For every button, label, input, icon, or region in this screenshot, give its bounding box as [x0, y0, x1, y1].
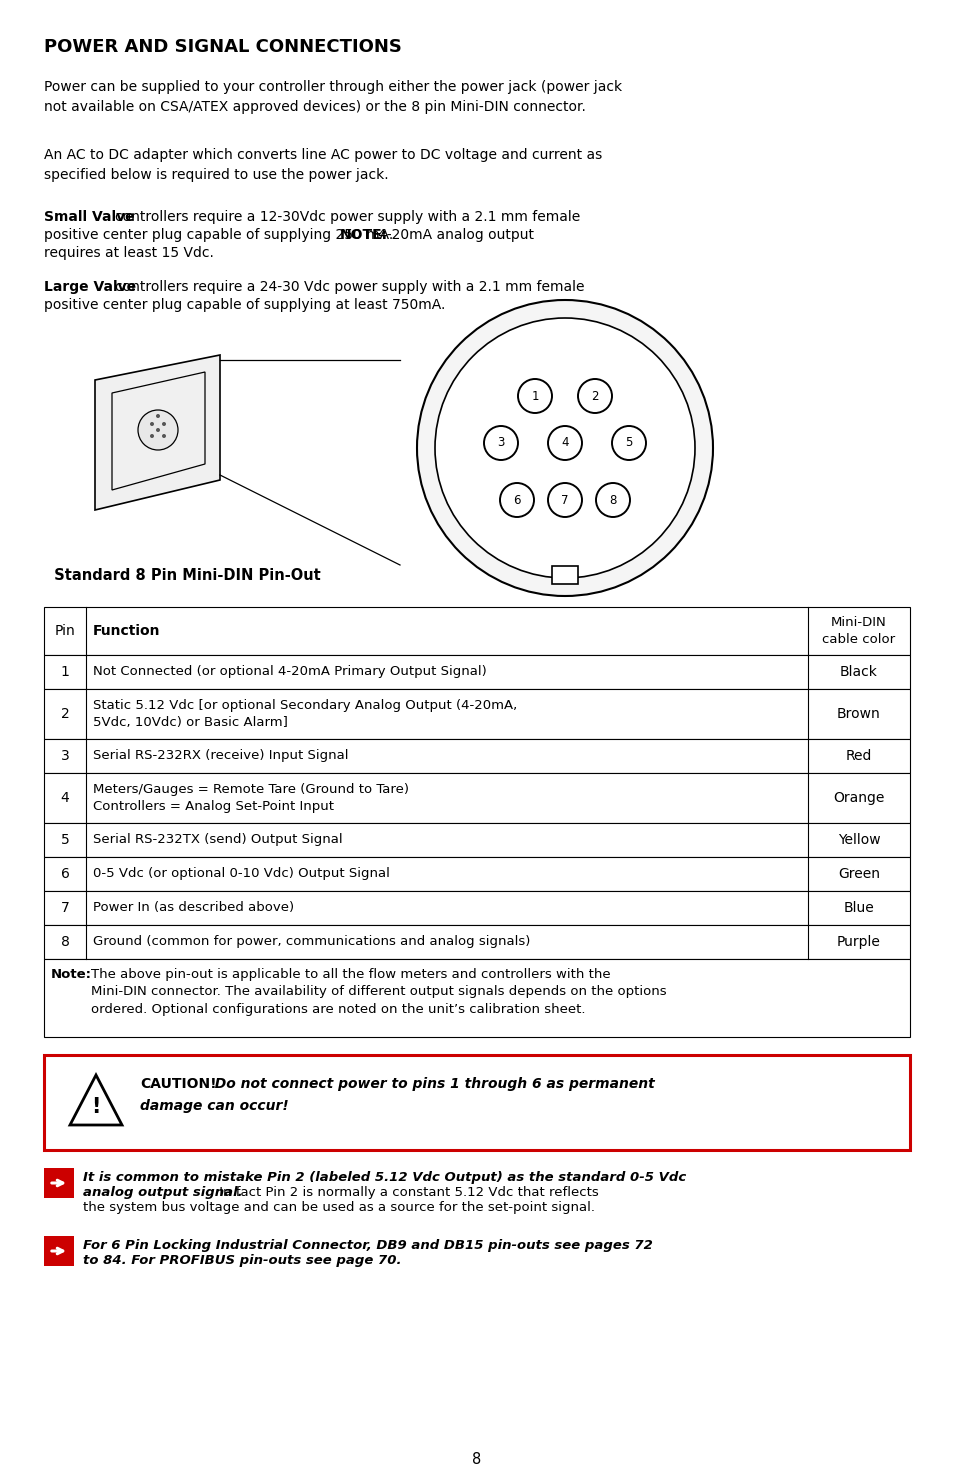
Text: Not Connected (or optional 4-20mA Primary Output Signal): Not Connected (or optional 4-20mA Primar…	[92, 665, 486, 678]
Text: Serial RS-232RX (receive) Input Signal: Serial RS-232RX (receive) Input Signal	[92, 749, 348, 763]
Text: CAUTION!: CAUTION!	[140, 1077, 216, 1092]
Text: to 84. For PROFIBUS pin-outs see page 70.: to 84. For PROFIBUS pin-outs see page 70…	[83, 1254, 401, 1267]
Text: Yellow: Yellow	[837, 833, 880, 847]
Bar	[44, 608, 909, 655]
Text: 8: 8	[609, 494, 616, 506]
Bar	[552, 566, 578, 584]
Text: Black: Black	[840, 665, 877, 678]
Text: the system bus voltage and can be used as a source for the set-point signal.: the system bus voltage and can be used a…	[83, 1201, 595, 1214]
Text: It is common to mistake Pin 2 (labeled 5.12 Vdc Output) as the standard 0-5 Vdc: It is common to mistake Pin 2 (labeled 5…	[83, 1171, 685, 1184]
Circle shape	[517, 379, 552, 413]
Text: 6: 6	[60, 867, 70, 881]
Bar	[44, 959, 909, 1037]
Text: Purple: Purple	[836, 935, 880, 948]
Bar	[44, 689, 909, 739]
Bar	[44, 773, 909, 823]
Text: 5: 5	[624, 437, 632, 450]
Circle shape	[138, 410, 178, 450]
Text: Blue: Blue	[842, 901, 874, 914]
Text: Serial RS-232TX (send) Output Signal: Serial RS-232TX (send) Output Signal	[92, 833, 342, 847]
Bar	[44, 891, 909, 925]
Text: positive center plug capable of supplying at least 750mA.: positive center plug capable of supplyin…	[44, 298, 445, 313]
Text: 4: 4	[560, 437, 568, 450]
Text: controllers require a 24-30 Vdc power supply with a 2.1 mm female: controllers require a 24-30 Vdc power su…	[115, 280, 584, 294]
Text: 8: 8	[60, 935, 70, 948]
Text: 4: 4	[61, 791, 70, 805]
Circle shape	[162, 434, 166, 438]
Text: 3: 3	[497, 437, 504, 450]
Circle shape	[156, 428, 160, 432]
Text: 5: 5	[61, 833, 70, 847]
Text: 4-20mA analog output: 4-20mA analog output	[377, 229, 534, 242]
Text: The above pin-out is applicable to all the flow meters and controllers with the
: The above pin-out is applicable to all t…	[91, 968, 666, 1016]
Text: 3: 3	[61, 749, 70, 763]
Text: positive center plug capable of supplying 250 mA.: positive center plug capable of supplyin…	[44, 229, 397, 242]
Text: Static 5.12 Vdc [or optional Secondary Analog Output (4-20mA,
5Vdc, 10Vdc) or Ba: Static 5.12 Vdc [or optional Secondary A…	[92, 699, 517, 729]
Text: POWER AND SIGNAL CONNECTIONS: POWER AND SIGNAL CONNECTIONS	[44, 38, 401, 56]
Text: Green: Green	[837, 867, 879, 881]
Text: For 6 Pin Locking Industrial Connector, DB9 and DB15 pin-outs see pages 72: For 6 Pin Locking Industrial Connector, …	[83, 1239, 652, 1252]
Text: !: !	[91, 1097, 101, 1117]
Text: controllers require a 12-30Vdc power supply with a 2.1 mm female: controllers require a 12-30Vdc power sup…	[115, 209, 579, 224]
Bar	[44, 823, 909, 857]
Circle shape	[150, 434, 153, 438]
Text: Power can be supplied to your controller through either the power jack (power ja: Power can be supplied to your controller…	[44, 80, 621, 114]
FancyBboxPatch shape	[44, 1236, 74, 1266]
Text: analog output signal.: analog output signal.	[83, 1186, 242, 1199]
Bar	[44, 655, 909, 689]
Text: Power In (as described above): Power In (as described above)	[92, 901, 294, 914]
Text: NOTE:: NOTE:	[339, 229, 388, 242]
Text: Large Valve: Large Valve	[44, 280, 136, 294]
Text: Note:: Note:	[51, 968, 91, 981]
Text: Red: Red	[845, 749, 871, 763]
Polygon shape	[95, 355, 220, 510]
Circle shape	[416, 299, 712, 596]
Text: Pin: Pin	[54, 624, 75, 639]
Circle shape	[612, 426, 645, 460]
Circle shape	[483, 426, 517, 460]
Circle shape	[578, 379, 612, 413]
Text: 8: 8	[472, 1451, 481, 1468]
Text: 0-5 Vdc (or optional 0-10 Vdc) Output Signal: 0-5 Vdc (or optional 0-10 Vdc) Output Si…	[92, 867, 390, 881]
Text: 7: 7	[560, 494, 568, 506]
Circle shape	[596, 482, 629, 518]
Text: requires at least 15 Vdc.: requires at least 15 Vdc.	[44, 246, 213, 260]
Text: 7: 7	[61, 901, 70, 914]
Text: An AC to DC adapter which converts line AC power to DC voltage and current as
sp: An AC to DC adapter which converts line …	[44, 148, 601, 181]
Text: Brown: Brown	[836, 707, 880, 721]
Text: Standard 8 Pin Mini-DIN Pin-Out: Standard 8 Pin Mini-DIN Pin-Out	[44, 568, 320, 583]
Circle shape	[435, 319, 695, 578]
Circle shape	[162, 422, 166, 426]
Circle shape	[150, 422, 153, 426]
FancyBboxPatch shape	[44, 1168, 74, 1198]
Text: Mini-DIN
cable color: Mini-DIN cable color	[821, 617, 895, 646]
Text: In fact Pin 2 is normally a constant 5.12 Vdc that reflects: In fact Pin 2 is normally a constant 5.1…	[214, 1186, 598, 1199]
Text: Orange: Orange	[832, 791, 883, 805]
Text: 2: 2	[61, 707, 70, 721]
Text: Meters/Gauges = Remote Tare (Ground to Tare)
Controllers = Analog Set-Point Inpu: Meters/Gauges = Remote Tare (Ground to T…	[92, 783, 409, 813]
Text: 1: 1	[531, 389, 538, 403]
Bar	[44, 1055, 909, 1150]
Text: Small Valve: Small Valve	[44, 209, 134, 224]
Text: Do not connect power to pins 1 through 6 as permanent: Do not connect power to pins 1 through 6…	[205, 1077, 654, 1092]
Circle shape	[547, 426, 581, 460]
Bar	[44, 925, 909, 959]
Circle shape	[156, 414, 160, 417]
Text: damage can occur!: damage can occur!	[140, 1099, 289, 1114]
Circle shape	[499, 482, 534, 518]
Text: Function: Function	[92, 624, 160, 639]
Text: Ground (common for power, communications and analog signals): Ground (common for power, communications…	[92, 935, 530, 948]
Text: 2: 2	[591, 389, 598, 403]
Text: 6: 6	[513, 494, 520, 506]
Bar	[44, 739, 909, 773]
Text: 1: 1	[60, 665, 70, 678]
Bar	[44, 857, 909, 891]
Circle shape	[547, 482, 581, 518]
